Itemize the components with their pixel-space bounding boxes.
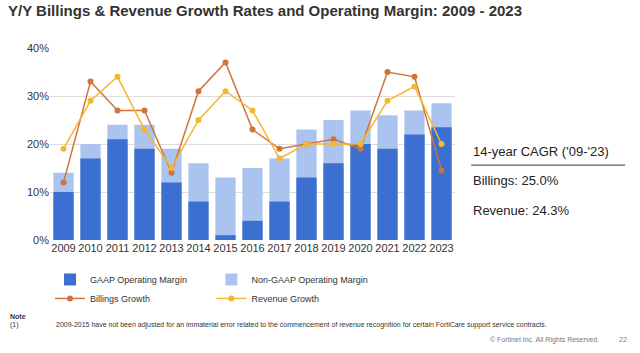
svg-text:2019: 2019: [321, 242, 345, 254]
svg-text:© Fortinet Inc. All Rights Res: © Fortinet Inc. All Rights Reserved.: [490, 336, 599, 344]
svg-text:2020: 2020: [348, 242, 372, 254]
svg-text:Non-GAAP Operating Margin: Non-GAAP Operating Margin: [251, 275, 367, 285]
svg-text:2017: 2017: [267, 242, 291, 254]
svg-text:2012: 2012: [132, 242, 156, 254]
svg-text:10%: 10%: [27, 186, 49, 198]
svg-text:GAAP Operating Margin: GAAP Operating Margin: [90, 275, 187, 285]
svg-text:40%: 40%: [27, 42, 49, 54]
svg-text:2015: 2015: [213, 242, 237, 254]
svg-text:2022: 2022: [402, 242, 426, 254]
svg-text:2014: 2014: [186, 242, 210, 254]
svg-text:2016: 2016: [240, 242, 264, 254]
svg-text:(1): (1): [10, 321, 19, 329]
svg-text:2018: 2018: [294, 242, 318, 254]
svg-text:2009-2015 have not been adjust: 2009-2015 have not been adjusted for an …: [56, 321, 547, 329]
svg-text:Note: Note: [10, 313, 26, 320]
svg-text:Revenue Growth: Revenue Growth: [251, 294, 319, 304]
svg-text:0%: 0%: [33, 234, 49, 246]
svg-text:2010: 2010: [78, 242, 102, 254]
svg-text:2011: 2011: [106, 242, 130, 254]
svg-text:2009: 2009: [51, 242, 75, 254]
svg-text:20%: 20%: [27, 138, 49, 150]
svg-text:2021: 2021: [375, 242, 399, 254]
svg-text:Revenue: 24.3%: Revenue: 24.3%: [473, 203, 570, 218]
svg-text:2023: 2023: [429, 242, 453, 254]
svg-text:14-year CAGR ('09-'23): 14-year CAGR ('09-'23): [473, 144, 609, 159]
svg-text:Billings: 25.0%: Billings: 25.0%: [473, 173, 559, 188]
svg-text:2013: 2013: [159, 242, 183, 254]
svg-text:22: 22: [619, 336, 627, 343]
svg-text:Billings Growth: Billings Growth: [90, 294, 150, 304]
svg-text:Y/Y Billings & Revenue Growth: Y/Y Billings & Revenue Growth Rates and …: [8, 2, 522, 19]
svg-text:30%: 30%: [27, 90, 49, 102]
